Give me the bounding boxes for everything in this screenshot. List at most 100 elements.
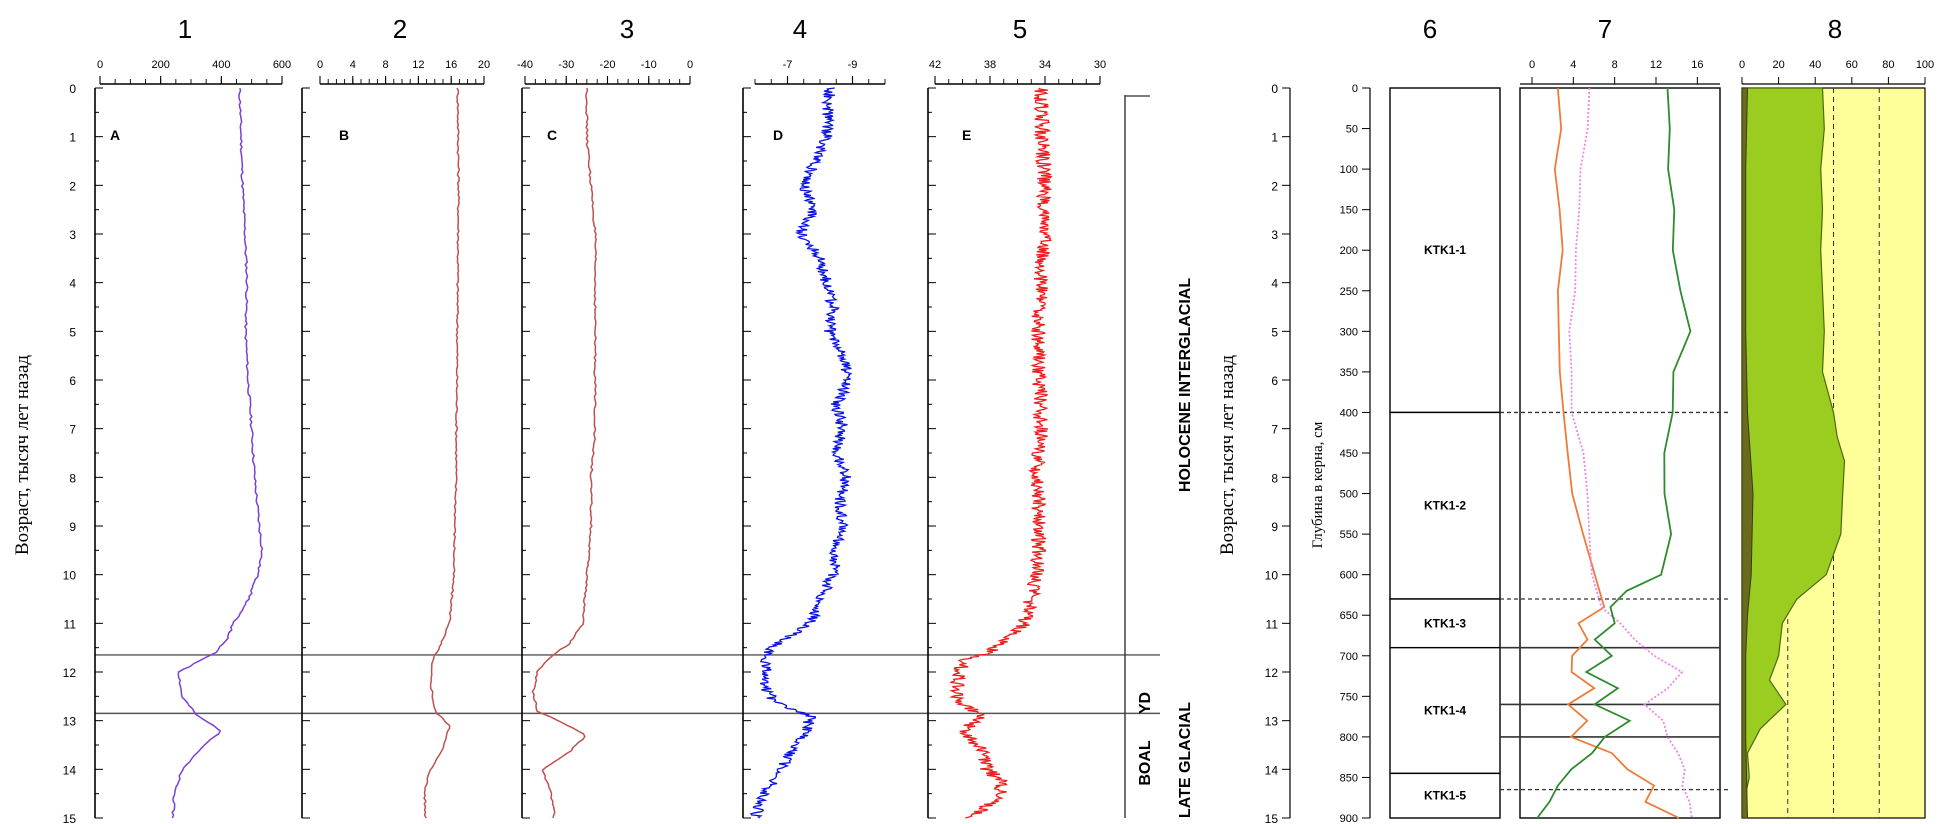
age-tick-label: 7 (69, 423, 76, 437)
depth-tick-label: 0 (1352, 83, 1358, 95)
right-age-tick-label: 14 (1265, 763, 1279, 777)
age-tick-label: 13 (63, 715, 77, 729)
right-age-tick-label: 6 (1271, 374, 1278, 388)
age-tick-label: 12 (63, 666, 77, 680)
panel-B-tick-label: 12 (412, 59, 424, 71)
series-line-E (950, 88, 1051, 818)
panel-B-tick-label: 20 (478, 59, 490, 71)
series-line-A (172, 88, 262, 818)
right-age-tick-label: 2 (1271, 179, 1278, 193)
panel-8-tick-label: 60 (1846, 59, 1858, 71)
depth-tick-label: 350 (1340, 367, 1358, 379)
depth-axis-label: Глубина в керна, см (1310, 421, 1326, 548)
depth-tick-label: 850 (1340, 772, 1358, 784)
age-tick-label: 8 (69, 471, 76, 485)
unit-label-KTK1-3: KTK1-3 (1424, 616, 1466, 630)
panel-letter-D: D (773, 127, 783, 143)
depth-tick-label: 600 (1340, 570, 1358, 582)
panel-B-tick-label: 0 (317, 59, 323, 71)
y-axis-label-left: Возраст, тысяч лет назад (12, 355, 33, 555)
depth-tick-label: 900 (1340, 813, 1358, 824)
depth-tick-label: 800 (1340, 732, 1358, 744)
depth-tick-label: 100 (1340, 164, 1358, 176)
age-tick-label: 1 (69, 131, 76, 145)
background-layer (1520, 88, 1925, 818)
panel-number-6: 6 (1423, 14, 1437, 44)
depth-tick-label: 650 (1340, 610, 1358, 622)
panel-letter-E: E (962, 127, 971, 143)
panel-number-5: 5 (1013, 14, 1027, 44)
panel-D-tick-label: -9 (848, 59, 858, 71)
depth-tick-label: 550 (1340, 529, 1358, 541)
panel-7-frame (1520, 88, 1720, 818)
depth-tick-label: 50 (1346, 124, 1358, 136)
panel-number-3: 3 (620, 14, 634, 44)
panel-7-tick-label: 4 (1570, 59, 1576, 71)
right-age-tick-label: 10 (1265, 569, 1279, 583)
panel-number-8: 8 (1828, 14, 1842, 44)
panel-8-tick-label: 0 (1739, 59, 1745, 71)
y-axis-label-right: Возраст, тысяч лет назад (1217, 355, 1238, 555)
panel-A-tick-label: 200 (151, 59, 169, 71)
panel-A-tick-label: 400 (212, 59, 230, 71)
panel-B-tick-label: 16 (445, 59, 457, 71)
panel-E-tick-label: 34 (1039, 59, 1051, 71)
right-age-tick-label: 11 (1266, 617, 1279, 631)
zone-label-holocene: HOLOCENE INTERGLACIAL (1177, 278, 1194, 492)
panel-7-tick-label: 0 (1529, 59, 1535, 71)
panel-8-tick-label: 20 (1772, 59, 1784, 71)
panel-A-tick-label: 600 (273, 59, 291, 71)
panel-8-tick-label: 100 (1916, 59, 1934, 71)
unit-label-KTK1-4: KTK1-4 (1424, 704, 1466, 718)
age-tick-label: 14 (63, 763, 77, 777)
series-line-B (424, 88, 459, 818)
panel-letter-A: A (110, 127, 120, 143)
unit-label-KTK1-2: KTK1-2 (1424, 499, 1466, 513)
age-tick-label: 5 (69, 325, 76, 339)
depth-tick-label: 450 (1340, 448, 1358, 460)
unit-label-KTK1-5: KTK1-5 (1424, 789, 1466, 803)
panel-E-tick-label: 30 (1094, 59, 1106, 71)
panel-B-tick-label: 8 (383, 59, 389, 71)
panel-C-tick-label: -30 (558, 59, 574, 71)
right-age-tick-label: 8 (1271, 471, 1278, 485)
depth-tick-label: 200 (1340, 245, 1358, 257)
panel-number-1: 1 (178, 14, 192, 44)
zone-label-yd: YD (1137, 692, 1154, 714)
unit-label-KTK1-1: KTK1-1 (1424, 243, 1466, 257)
panel-A-tick-label: 0 (97, 59, 103, 71)
depth-tick-label: 250 (1340, 286, 1358, 298)
age-tick-label: 11 (64, 617, 77, 631)
right-age-tick-label: 3 (1271, 228, 1278, 242)
age-tick-label: 3 (69, 228, 76, 242)
panel-letter-C: C (547, 127, 557, 143)
zone-label-boal: BOAL (1137, 740, 1154, 786)
panel-C-tick-label: -10 (641, 59, 657, 71)
right-age-tick-label: 1 (1271, 131, 1278, 145)
depth-tick-label: 400 (1340, 407, 1358, 419)
right-age-tick-label: 15 (1265, 812, 1279, 824)
depth-tick-label: 700 (1340, 651, 1358, 663)
panel-8-tick-label: 80 (1882, 59, 1894, 71)
depth-tick-label: 150 (1340, 205, 1358, 217)
zone-label-late-glacial: LATE GLACIAL (1177, 702, 1194, 818)
series-line-D (751, 88, 852, 818)
right-age-tick-label: 7 (1271, 423, 1278, 437)
panel-E-tick-label: 42 (929, 59, 941, 71)
right-age-tick-label: 0 (1271, 82, 1278, 96)
age-tick-label: 2 (69, 179, 76, 193)
panel-7-tick-label: 16 (1691, 59, 1703, 71)
panel-E-tick-label: 38 (984, 59, 996, 71)
age-tick-label: 9 (69, 520, 76, 534)
depth-tick-label: 300 (1340, 326, 1358, 338)
age-tick-label: 15 (63, 812, 77, 824)
panel-7-tick-label: 8 (1612, 59, 1618, 71)
right-age-tick-label: 5 (1271, 325, 1278, 339)
panel-number-2: 2 (393, 14, 407, 44)
panel-number-4: 4 (793, 14, 807, 44)
right-age-tick-label: 13 (1265, 715, 1279, 729)
panel-C-tick-label: 0 (687, 59, 693, 71)
panel-D-tick-label: -7 (783, 59, 793, 71)
age-tick-label: 6 (69, 374, 76, 388)
